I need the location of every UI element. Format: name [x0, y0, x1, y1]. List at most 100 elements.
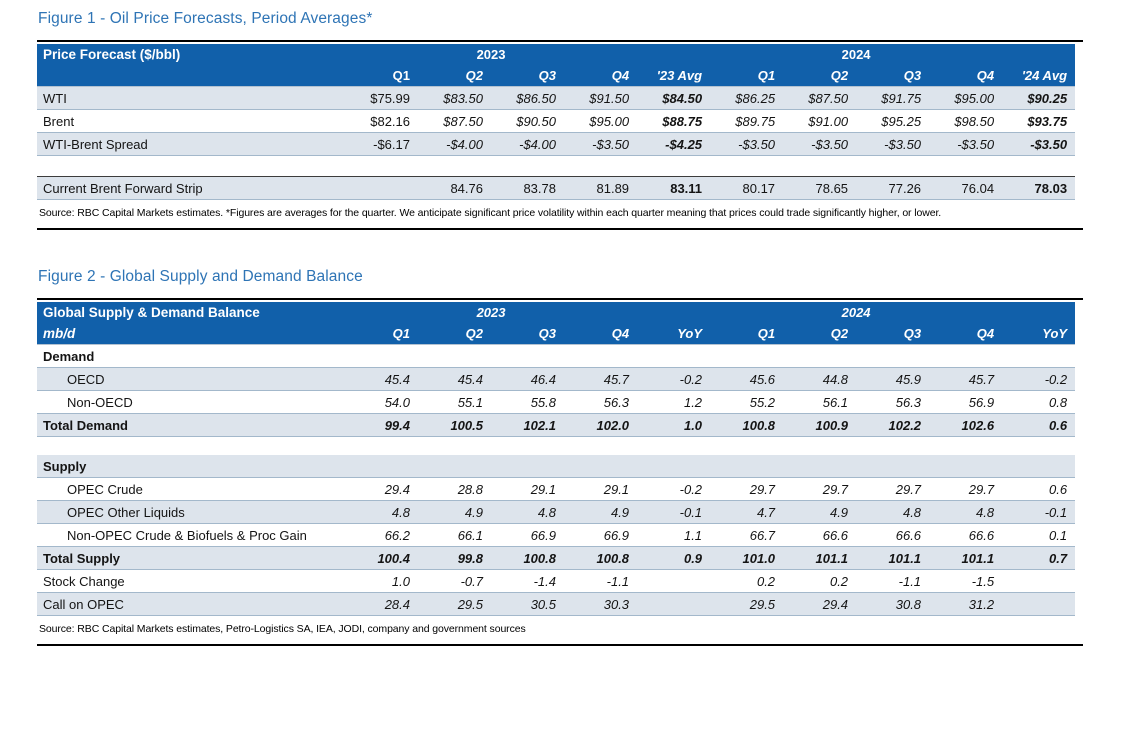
row-current-brent-forward-strip: Current Brent Forward Strip 84.76 83.78 81.…: [37, 176, 1076, 200]
value-cell: 66.6: [856, 523, 930, 547]
value-cell: [637, 455, 711, 478]
unit-label: mb/d: [37, 323, 345, 345]
col-q4-2024: Q4: [929, 323, 1003, 345]
value-cell: -$3.50: [856, 132, 930, 156]
value-cell: 55.2: [710, 390, 784, 414]
value-cell: 66.7: [710, 523, 784, 547]
value-cell: 45.6: [710, 367, 784, 391]
row-label: Brent: [37, 109, 345, 133]
value-cell: 1.0: [345, 569, 418, 593]
value-cell: -$6.17: [345, 132, 418, 156]
value-cell: 78.65: [783, 176, 857, 200]
figure2-section: Figure 2 - Global Supply and Demand Bala…: [37, 268, 1083, 646]
value-cell: 4.9: [564, 500, 638, 524]
row-total-demand: Total Demand 99.4 100.5 102.1 102.0 1.0 100.8 1…: [37, 413, 1076, 437]
value-cell: $87.50: [418, 109, 491, 133]
figure1-section: Figure 1 - Oil Price Forecasts, Period A…: [37, 10, 1083, 230]
year-2024-label: 2024: [710, 302, 1003, 323]
value-cell: 29.7: [856, 477, 930, 501]
row-label: Stock Change: [37, 569, 345, 593]
row-spacer: [37, 155, 1076, 177]
value-cell: 77.26: [856, 176, 930, 200]
value-cell: -$3.50: [710, 132, 784, 156]
value-cell: 4.7: [710, 500, 784, 524]
year-2023-label: 2023: [345, 44, 638, 65]
value-cell: 66.6: [783, 523, 857, 547]
value-cell: 102.6: [929, 413, 1003, 437]
year-2023-label: 2023: [345, 302, 638, 323]
value-cell: -1.5: [929, 569, 1003, 593]
value-cell: -0.2: [637, 477, 711, 501]
value-cell: 100.8: [710, 413, 784, 437]
col-q2-2023: Q2: [418, 65, 491, 87]
value-cell: -$3.50: [564, 132, 638, 156]
row-stock-change: Stock Change 1.0 -0.7 -1.4 -1.1 0.2 0.2 -1.1 -1.…: [37, 569, 1076, 593]
figure1-source-note: Source: RBC Capital Markets estimates. *…: [39, 207, 942, 219]
value-cell: -$3.50: [783, 132, 857, 156]
row-label: Non-OPEC Crude & Biofuels & Proc Gain: [37, 523, 345, 547]
col-q4-2024: Q4: [929, 65, 1003, 87]
value-cell: [345, 455, 418, 478]
value-cell: 0.8: [1002, 390, 1076, 414]
row-label: Total Demand: [37, 413, 345, 437]
row-supply: Supply: [37, 455, 1076, 478]
row-label: OPEC Crude: [37, 477, 345, 501]
year-group-pad: [637, 44, 711, 65]
value-cell: -0.7: [418, 569, 491, 593]
value-cell: 101.1: [856, 546, 930, 570]
value-cell: 56.3: [856, 390, 930, 414]
value-cell: 45.4: [345, 367, 418, 391]
row-wti-brent-spread: WTI-Brent Spread -$6.17 -$4.00 -$4.00 -$3.50…: [37, 132, 1076, 156]
row-brent: Brent $82.16 $87.50 $90.50 $95.00 $88.75 $89.7…: [37, 109, 1076, 133]
value-cell: 1.0: [637, 413, 711, 437]
value-cell: 100.8: [491, 546, 564, 570]
value-cell: 83.78: [491, 176, 564, 200]
col-yoy-2024: YoY: [1002, 323, 1076, 345]
col-q2-2024: Q2: [783, 323, 857, 345]
value-cell: 66.6: [929, 523, 1003, 547]
figure2-source-note: Source: RBC Capital Markets estimates, P…: [39, 623, 526, 635]
value-cell: 45.4: [418, 367, 491, 391]
value-cell: -0.1: [1002, 500, 1076, 524]
value-cell: $89.75: [710, 109, 784, 133]
year-group-pad: [1002, 302, 1076, 323]
value-cell: [1002, 455, 1076, 478]
value-cell: 0.6: [1002, 413, 1076, 437]
value-cell: 31.2: [929, 592, 1003, 616]
value-cell: 4.8: [345, 500, 418, 524]
value-cell: $91.00: [783, 109, 857, 133]
value-cell: $95.00: [564, 109, 638, 133]
value-cell: 0.7: [1002, 546, 1076, 570]
figure1-box: Price Forecast ($/bbl) 2023 2024 Q1 Q2 Q…: [37, 40, 1083, 230]
row-label: Total Supply: [37, 546, 345, 570]
col-23-avg: '23 Avg: [637, 65, 711, 87]
value-cell: 1.2: [637, 390, 711, 414]
col-q2-2024: Q2: [783, 65, 857, 87]
header-empty-cell: [37, 65, 345, 87]
value-cell: 101.0: [710, 546, 784, 570]
value-cell: 30.3: [564, 592, 638, 616]
value-cell: 66.9: [564, 523, 638, 547]
value-cell: [1002, 344, 1076, 368]
value-cell: [856, 455, 930, 478]
value-cell: 45.7: [929, 367, 1003, 391]
value-cell: 66.9: [491, 523, 564, 547]
value-cell: 100.5: [418, 413, 491, 437]
value-cell: 80.17: [710, 176, 784, 200]
value-cell: [418, 344, 491, 368]
value-cell: [637, 592, 711, 616]
row-label: Demand: [37, 344, 345, 368]
value-cell: 45.9: [856, 367, 930, 391]
year-group-pad: [637, 302, 711, 323]
col-q1-2024: Q1: [710, 323, 784, 345]
value-cell: 0.1: [1002, 523, 1076, 547]
value-cell: $90.50: [491, 109, 564, 133]
value-cell: 29.7: [710, 477, 784, 501]
value-cell: 46.4: [491, 367, 564, 391]
value-cell: -$4.00: [418, 132, 491, 156]
value-cell: 102.2: [856, 413, 930, 437]
value-cell: 78.03: [1002, 176, 1076, 200]
value-cell: 54.0: [345, 390, 418, 414]
value-cell: 4.9: [418, 500, 491, 524]
col-q1-2023: Q1: [345, 65, 418, 87]
